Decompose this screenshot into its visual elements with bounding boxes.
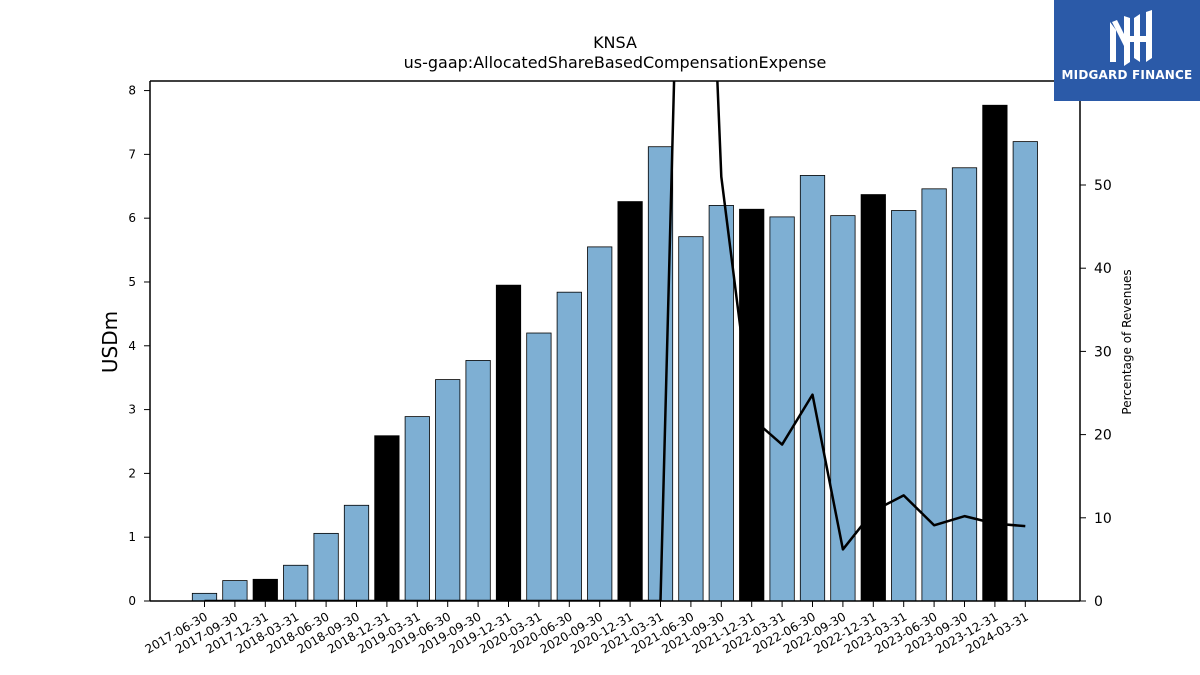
mf-logo-icon — [1110, 10, 1152, 66]
logo-text: MIDGARD FINANCE — [1061, 68, 1193, 82]
bar — [982, 104, 1008, 602]
y2-tick-label: 20 — [1094, 428, 1112, 444]
bar — [708, 205, 734, 602]
y-tick-label: 0 — [128, 594, 136, 608]
bar — [921, 188, 947, 602]
bar — [252, 578, 278, 602]
bar — [465, 360, 491, 602]
y-tick-label: 8 — [128, 84, 136, 98]
y-tick-label: 5 — [128, 275, 136, 289]
bar — [313, 532, 339, 602]
bar — [587, 246, 613, 602]
y2-tick-label: 30 — [1094, 344, 1112, 360]
chart-title: KNSA — [593, 33, 637, 52]
bar — [830, 215, 856, 602]
bar — [404, 416, 430, 602]
bar — [860, 194, 886, 602]
bar — [1012, 141, 1038, 602]
y-axis-label: USDm — [98, 311, 122, 373]
bar — [617, 201, 643, 602]
bar — [283, 564, 309, 602]
bar — [951, 167, 978, 602]
midgard-finance-logo: MIDGARD FINANCE — [1054, 0, 1200, 101]
bar — [495, 284, 522, 602]
bars-group — [191, 104, 1038, 602]
y-tick-label: 3 — [128, 403, 136, 417]
y-tick-label: 6 — [128, 211, 136, 225]
bar — [526, 332, 552, 602]
y-tick-label: 2 — [128, 466, 136, 480]
bar — [647, 146, 674, 602]
series-line — [204, 81, 1026, 601]
y2-tick-label: 50 — [1094, 178, 1112, 194]
line-group — [204, 81, 1026, 601]
bar — [739, 208, 765, 602]
y2-axis-label: Percentage of Revenues — [1120, 269, 1134, 414]
bar — [343, 504, 370, 602]
bar — [435, 379, 461, 602]
bar — [678, 236, 704, 602]
bar — [769, 216, 795, 602]
bar — [374, 435, 400, 602]
y-tick-label: 4 — [128, 339, 136, 353]
bar — [556, 291, 582, 602]
chart-subtitle: us-gaap:AllocatedShareBasedCompensationE… — [404, 53, 827, 72]
bar — [222, 580, 248, 602]
y-tick-label: 1 — [128, 530, 136, 544]
y2-tick-label: 10 — [1094, 511, 1112, 527]
y2-tick-label: 0 — [1094, 594, 1103, 610]
bar — [799, 175, 826, 602]
y2-tick-label: 40 — [1094, 261, 1112, 277]
y-tick-label: 7 — [128, 147, 136, 161]
bar — [891, 210, 917, 602]
